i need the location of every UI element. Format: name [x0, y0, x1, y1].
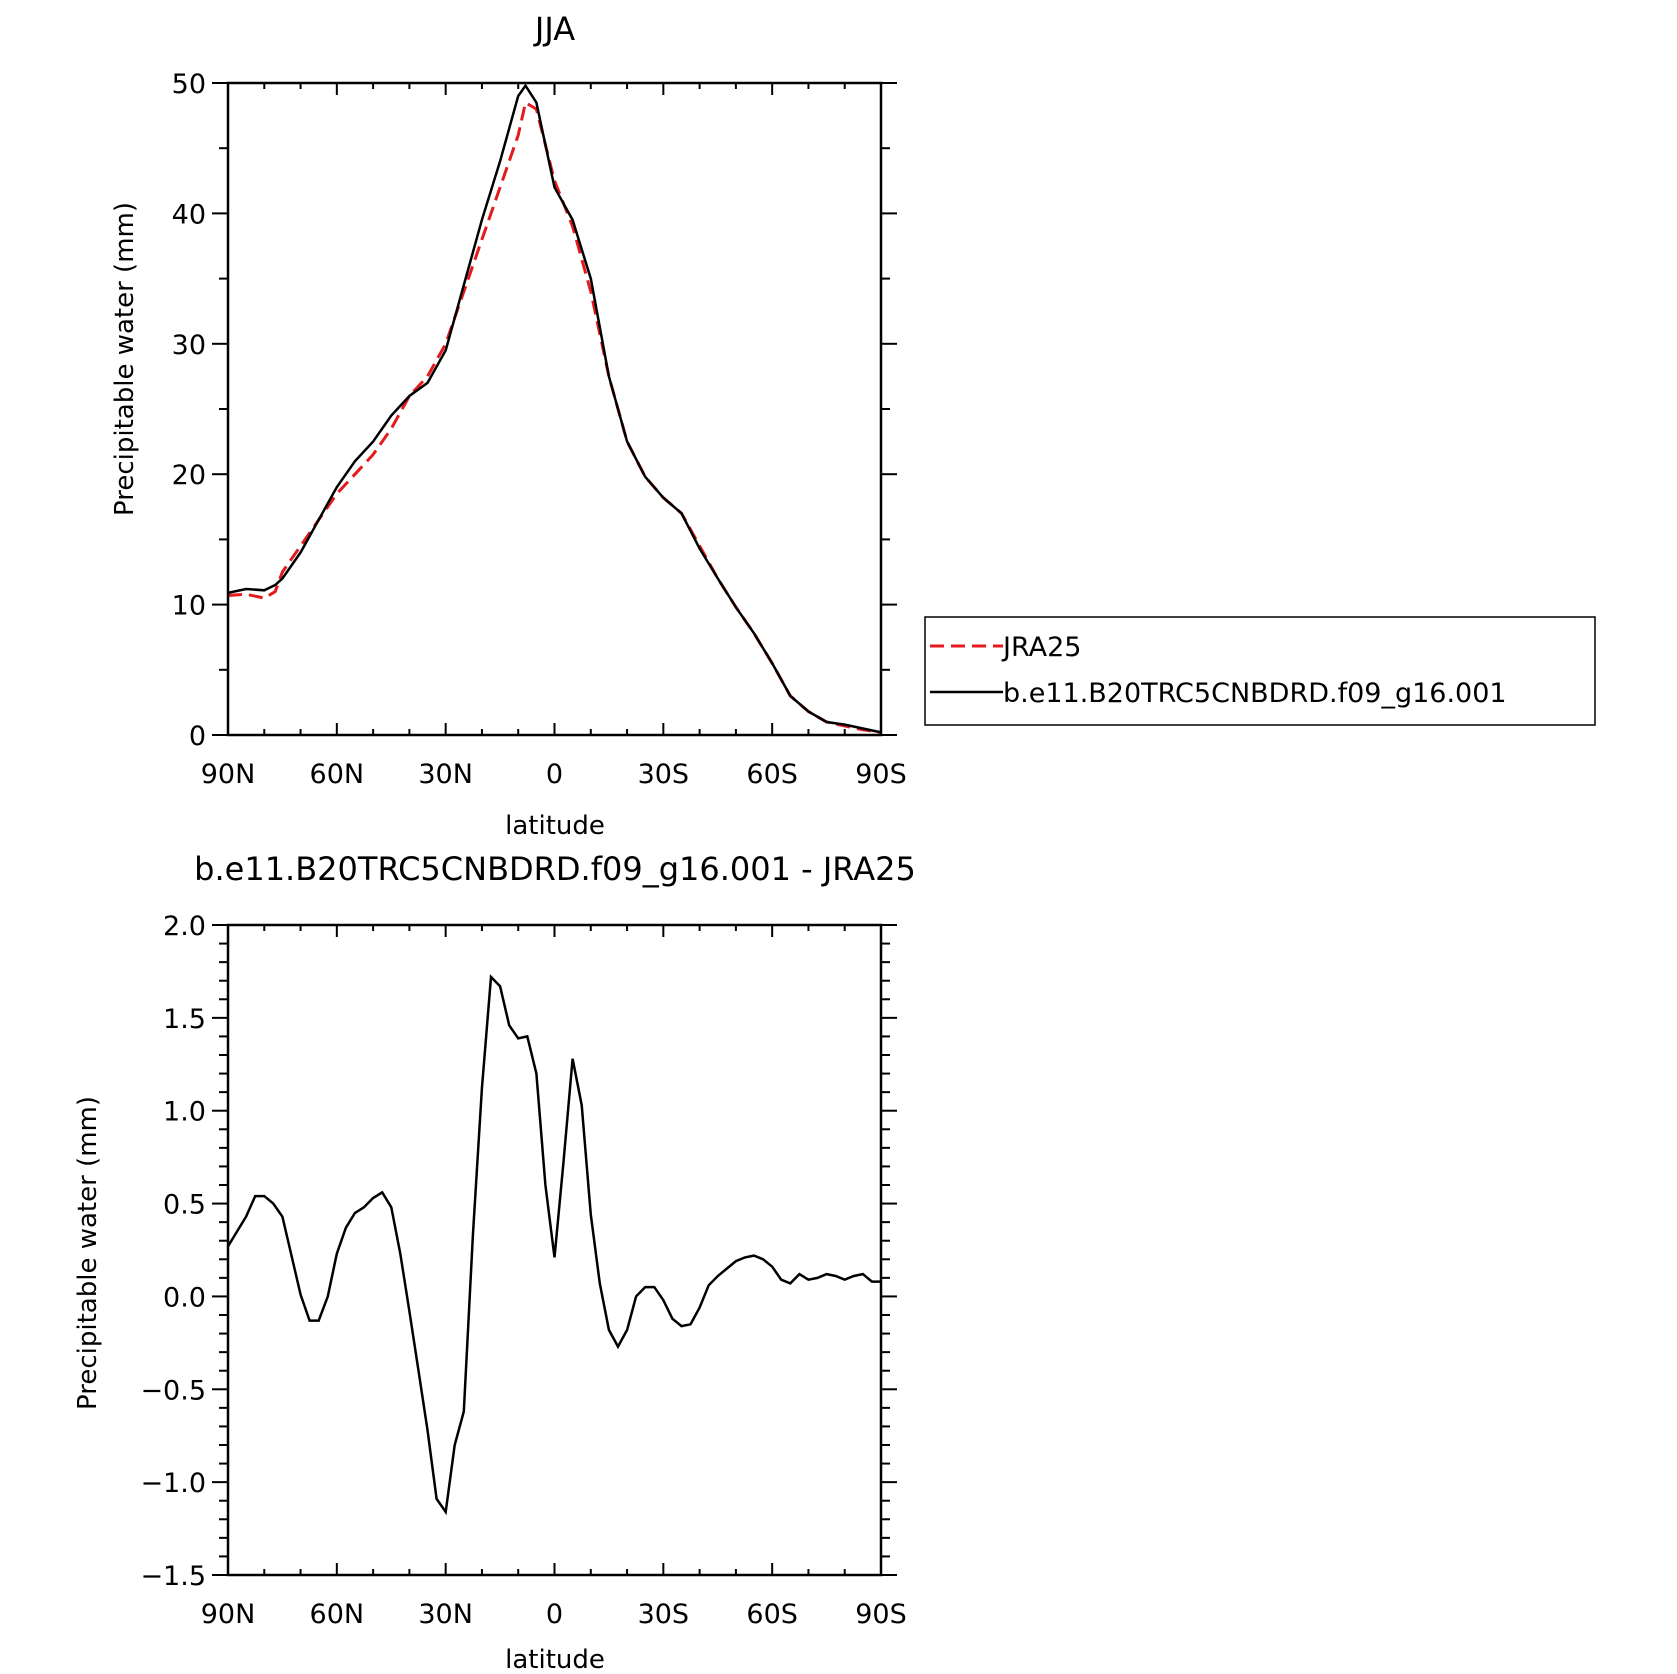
x-tick-label: 0 [546, 759, 563, 790]
x-tick-label: 90S [855, 1599, 907, 1630]
x-tick-label: 60S [746, 759, 798, 790]
x-tick-label: 60N [310, 759, 365, 790]
x-tick-label: 30S [638, 759, 690, 790]
top-panel: JJA Precipitable water (mm) latitude 90N… [110, 10, 1596, 841]
y-tick-label: 1.5 [163, 1004, 206, 1035]
bottom-panel-x-axis-label: latitude [505, 1645, 605, 1674]
bottom-panel-y-axis-label: Precipitable water (mm) [73, 1096, 103, 1410]
top-series-line-jra25 [227, 100, 882, 734]
y-tick-label: 20 [172, 460, 206, 491]
y-tick-label: 40 [172, 199, 206, 230]
bottom-panel-plot-frame [226, 923, 883, 1577]
top-series-line-model [227, 83, 882, 734]
y-tick-label: 10 [172, 591, 206, 622]
x-tick-label: 30N [418, 759, 473, 790]
x-tick-label: 30N [418, 1599, 473, 1630]
y-tick-label: −1.0 [140, 1468, 206, 1499]
bottom-panel-tick-labels: 90N 60N 30N 0 30S 60S 90S −1.5 −1.0 −0.5 0.0 0.5 1.0… [140, 911, 906, 1630]
y-tick-label: 0 [189, 721, 206, 752]
legend-box [924, 616, 1596, 726]
x-tick-label: 90N [201, 759, 256, 790]
legend-label-model: b.e11.B20TRC5CNBDRD.f09_g16.001 [1003, 678, 1507, 709]
x-tick-label: 60N [310, 1599, 365, 1630]
x-tick-label: 0 [546, 1599, 563, 1630]
top-panel-y-axis-label: Precipitable water (mm) [110, 202, 140, 516]
bottom-series-line-difference [226, 974, 881, 1516]
top-panel-ticks [212, 82, 897, 736]
top-panel-tick-labels: 90N 60N 30N 0 30S 60S 90S 0 10 20 30 40 50 [172, 69, 907, 790]
top-panel-legend: JRA25 b.e11.B20TRC5CNBDRD.f09_g16.001 [924, 616, 1596, 726]
top-panel-title: JJA [533, 10, 575, 48]
y-tick-label: −1.5 [140, 1561, 206, 1592]
x-tick-label: 90N [201, 1599, 256, 1630]
x-tick-label: 60S [746, 1599, 798, 1630]
y-tick-label: 30 [172, 330, 206, 361]
y-tick-label: 0.0 [163, 1282, 206, 1313]
y-tick-label: 50 [172, 69, 206, 100]
bottom-panel-title: b.e11.B20TRC5CNBDRD.f09_g16.001 - JRA25 [194, 850, 916, 888]
y-tick-label: −0.5 [140, 1375, 206, 1406]
top-panel-x-axis-label: latitude [505, 811, 605, 841]
y-tick-label: 0.5 [163, 1190, 206, 1221]
top-panel-plot-frame [226, 81, 883, 737]
x-tick-label: 90S [855, 759, 907, 790]
bottom-panel: b.e11.B20TRC5CNBDRD.f09_g16.001 - JRA25 … [73, 850, 916, 1674]
y-tick-label: 1.0 [163, 1097, 206, 1128]
x-tick-label: 30S [638, 1599, 690, 1630]
y-tick-label: 2.0 [163, 911, 206, 942]
legend-label-jra25: JRA25 [1001, 632, 1081, 663]
